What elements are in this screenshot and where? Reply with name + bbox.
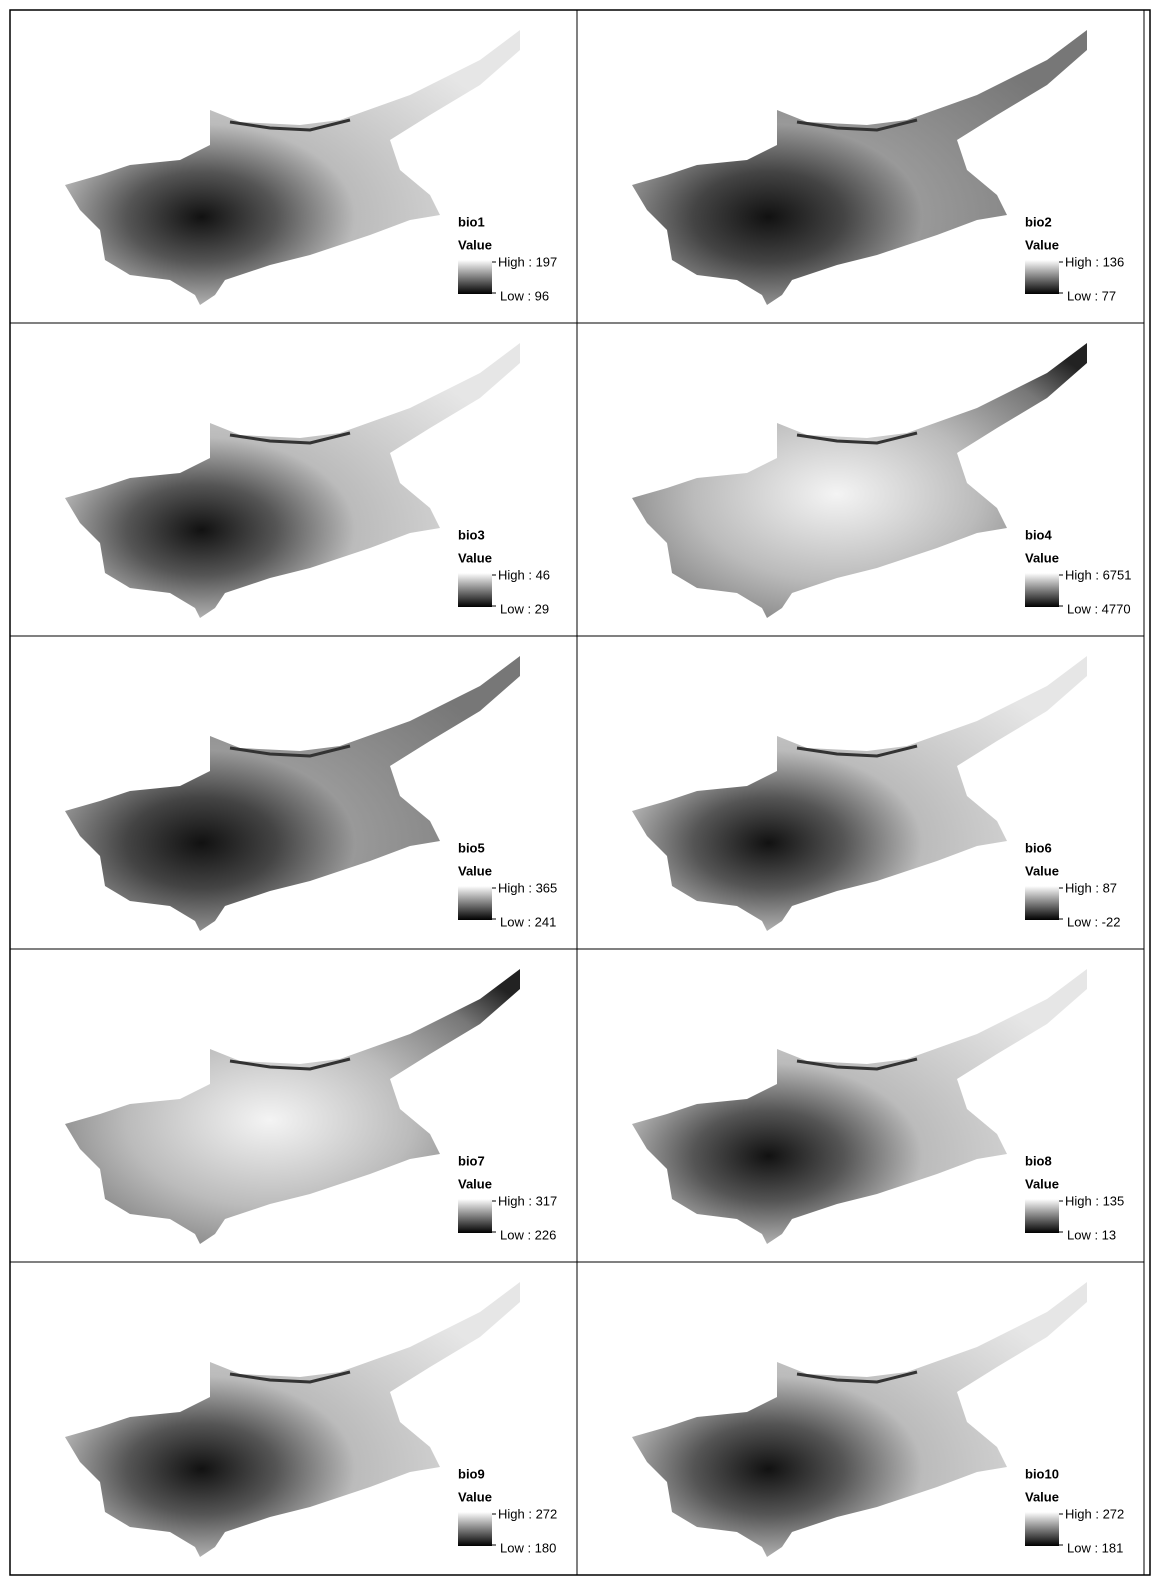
legend-layer-name: bio5 [458, 840, 485, 855]
legend-high: High : 317 [498, 1193, 557, 1208]
map-panel: bio1 Value High : 197 Low : 96 [10, 10, 577, 323]
island-raster [65, 656, 520, 931]
legend-low: Low : 96 [500, 288, 549, 303]
legend-ramp [1025, 260, 1059, 294]
legend-title: Value [1025, 863, 1059, 878]
legend-low: Low : 226 [500, 1227, 556, 1242]
island-raster [632, 30, 1087, 305]
legend-low: Low : 4770 [1067, 601, 1131, 616]
island-raster [65, 969, 520, 1244]
map-panel: bio5 Value High : 365 Low : 241 [10, 636, 577, 949]
legend-title: Value [458, 237, 492, 252]
legend-ramp [1025, 1512, 1059, 1546]
legend-title: Value [1025, 237, 1059, 252]
legend-ramp [1025, 886, 1059, 920]
legend-title: Value [1025, 550, 1059, 565]
legend-title: Value [458, 550, 492, 565]
legend-ramp [458, 886, 492, 920]
legend-layer-name: bio10 [1025, 1466, 1059, 1481]
map-panel: bio7 Value High : 317 Low : 226 [10, 949, 577, 1262]
island-raster [65, 1282, 520, 1557]
legend-ramp [458, 1512, 492, 1546]
legend-high: High : 136 [1065, 254, 1124, 269]
legend-layer-name: bio3 [458, 527, 485, 542]
map-panel: bio9 Value High : 272 Low : 180 [10, 1262, 577, 1575]
legend-layer-name: bio4 [1025, 527, 1052, 542]
island-raster [632, 1282, 1087, 1557]
legend-high: High : 46 [498, 567, 550, 582]
legend-high: High : 272 [1065, 1506, 1124, 1521]
legend-ramp [458, 260, 492, 294]
legend-layer-name: bio2 [1025, 214, 1052, 229]
legend-ramp [1025, 1199, 1059, 1233]
legend-title: Value [458, 1489, 492, 1504]
island-raster [632, 343, 1087, 618]
legend-high: High : 87 [1065, 880, 1117, 895]
map-panel: bio6 Value High : 87 Low : -22 [577, 636, 1144, 949]
legend-layer-name: bio8 [1025, 1153, 1052, 1168]
legend-layer-name: bio7 [458, 1153, 485, 1168]
legend-high: High : 365 [498, 880, 557, 895]
legend-low: Low : 241 [500, 914, 556, 929]
legend-high: High : 272 [498, 1506, 557, 1521]
legend-low: Low : 13 [1067, 1227, 1116, 1242]
map-panel: bio8 Value High : 135 Low : 13 [577, 949, 1144, 1262]
legend-low: Low : -22 [1067, 914, 1120, 929]
legend-title: Value [458, 1176, 492, 1191]
legend-high: High : 135 [1065, 1193, 1124, 1208]
legend-ramp [458, 573, 492, 607]
legend-title: Value [1025, 1489, 1059, 1504]
legend-ramp [1025, 573, 1059, 607]
map-sheet: bio1 Value High : 197 Low : 96 bio2 Value High… [0, 0, 1161, 1580]
map-panel: bio2 Value High : 136 Low : 77 [577, 10, 1144, 323]
legend-low: Low : 180 [500, 1540, 556, 1555]
legend-layer-name: bio6 [1025, 840, 1052, 855]
map-panel: bio3 Value High : 46 Low : 29 [10, 323, 577, 636]
legend-title: Value [1025, 1176, 1059, 1191]
island-raster [65, 343, 520, 618]
legend-high: High : 6751 [1065, 567, 1132, 582]
legend-low: Low : 181 [1067, 1540, 1123, 1555]
map-panel: bio4 Value High : 6751 Low : 4770 [577, 323, 1144, 636]
island-raster [632, 656, 1087, 931]
legend-layer-name: bio1 [458, 214, 485, 229]
legend-low: Low : 77 [1067, 288, 1116, 303]
legend-high: High : 197 [498, 254, 557, 269]
legend-title: Value [458, 863, 492, 878]
legend-low: Low : 29 [500, 601, 549, 616]
island-raster [65, 30, 520, 305]
legend-ramp [458, 1199, 492, 1233]
legend-layer-name: bio9 [458, 1466, 485, 1481]
island-raster [632, 969, 1087, 1244]
map-panel: bio10 Value High : 272 Low : 181 [577, 1262, 1144, 1575]
